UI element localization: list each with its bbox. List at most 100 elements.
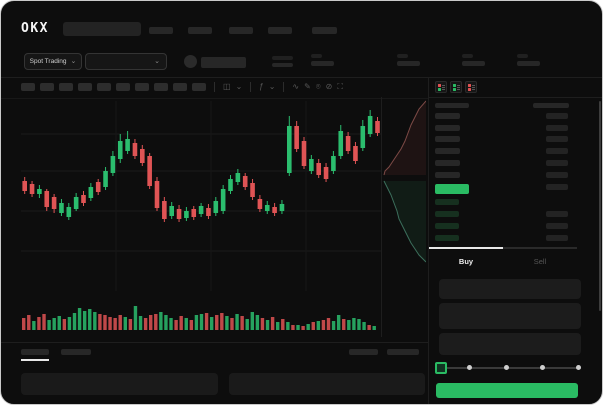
- pair-select-dropdown[interactable]: ⌄: [85, 53, 167, 70]
- timeframe-button[interactable]: [135, 83, 149, 91]
- bottom-tab[interactable]: [61, 349, 91, 355]
- orderbook-col-header-price: [435, 103, 469, 108]
- tab-sell[interactable]: Sell: [533, 257, 547, 266]
- okx-logo: OKX: [21, 21, 49, 36]
- timeframe-button[interactable]: [21, 83, 35, 91]
- amount-row[interactable]: [546, 172, 568, 178]
- fullscreen-icon[interactable]: ⛶: [337, 82, 343, 91]
- tab-buy[interactable]: Buy: [458, 257, 474, 266]
- bid-price-row[interactable]: [435, 211, 459, 217]
- trade-input-field[interactable]: [439, 279, 581, 299]
- chevron-down-icon[interactable]: ⌄: [268, 82, 276, 91]
- search-input[interactable]: [63, 22, 141, 36]
- book-view-bids-icon[interactable]: [450, 81, 462, 93]
- bottom-content-panel: [229, 373, 425, 395]
- candlestick-chart[interactable]: [21, 101, 381, 291]
- nav-item-placeholder[interactable]: [268, 27, 292, 34]
- trade-input-field[interactable]: [439, 333, 581, 355]
- stat-label-placeholder: [272, 56, 293, 60]
- slider-stop[interactable]: [504, 365, 509, 370]
- chart-toolbar: ◫ ⌄ ƒ ⌄ ∿ ✎ ⌾ ⊘ ⛶: [21, 81, 343, 93]
- ask-price-row[interactable]: [435, 172, 460, 178]
- timeframe-button[interactable]: [116, 83, 130, 91]
- draw-pencil-icon[interactable]: ✎: [304, 82, 311, 91]
- nav-item-placeholder[interactable]: [312, 27, 337, 34]
- side-panel: Buy Sell: [429, 77, 602, 404]
- book-view-both-icon[interactable]: [435, 81, 447, 93]
- chevron-down-icon: ⌄: [154, 58, 160, 65]
- coin-avatar: [184, 55, 197, 68]
- timeframe-button[interactable]: [97, 83, 111, 91]
- ask-price-row[interactable]: [435, 148, 460, 154]
- orderbook-col-header-amount: [533, 103, 569, 108]
- bid-price-row[interactable]: [435, 223, 459, 229]
- stat-value-placeholder: [272, 63, 293, 67]
- buy-submit-button[interactable]: [436, 383, 578, 398]
- orderbook-divider: [429, 97, 602, 98]
- bid-amount-row[interactable]: [546, 235, 568, 241]
- amount-row[interactable]: [546, 148, 568, 154]
- last-price-badge[interactable]: [435, 184, 469, 194]
- timeframe-button[interactable]: [40, 83, 54, 91]
- amount-row[interactable]: [546, 160, 568, 166]
- bid-amount-row[interactable]: [546, 223, 568, 229]
- timeframe-button[interactable]: [78, 83, 92, 91]
- stat-label-placeholder: [462, 54, 473, 58]
- header-divider: [1, 77, 602, 78]
- ask-price-row[interactable]: [435, 160, 460, 166]
- amount-row[interactable]: [546, 125, 568, 131]
- amount-row[interactable]: [546, 113, 568, 119]
- pair-price-placeholder: [201, 57, 246, 68]
- ask-price-row[interactable]: [435, 136, 460, 142]
- nav-item-placeholder[interactable]: [188, 27, 212, 34]
- ask-price-row[interactable]: [435, 125, 460, 131]
- toolbar-divider: [1, 98, 429, 99]
- toolbar-separator: [214, 82, 215, 92]
- stat-label-placeholder: [517, 54, 528, 58]
- bottom-action-placeholder[interactable]: [349, 349, 378, 355]
- amount-row[interactable]: [546, 184, 568, 190]
- ask-price-row[interactable]: [435, 113, 460, 119]
- toolbar-separator: [250, 82, 252, 92]
- timeframe-button[interactable]: [192, 83, 206, 91]
- chevron-down-icon: ⌄: [70, 58, 77, 65]
- slider-stop[interactable]: [467, 365, 472, 370]
- market-type-label: Spot Trading: [29, 58, 67, 65]
- bid-price-row[interactable]: [435, 199, 459, 205]
- nav-item-placeholder[interactable]: [149, 27, 173, 34]
- scrollbar[interactable]: [599, 101, 601, 311]
- nav-item-placeholder[interactable]: [229, 27, 253, 34]
- slider-handle[interactable]: [435, 362, 447, 374]
- book-view-asks-icon[interactable]: [465, 81, 477, 93]
- bottom-action-placeholder[interactable]: [387, 349, 419, 355]
- slider-stop[interactable]: [576, 365, 581, 370]
- bid-amount-row[interactable]: [546, 211, 568, 217]
- depth-divider: [381, 97, 382, 337]
- volume-bars: [22, 306, 376, 330]
- timeframe-button[interactable]: [154, 83, 168, 91]
- stat-label-placeholder: [397, 54, 408, 58]
- timeframe-button[interactable]: [59, 83, 73, 91]
- orderbook-view-toggles: [435, 81, 477, 93]
- market-type-dropdown[interactable]: Spot Trading ⌄: [24, 53, 82, 70]
- depth-chart: [383, 100, 426, 263]
- camera-icon[interactable]: ⌾: [315, 82, 321, 91]
- indicators-icon[interactable]: ƒ: [259, 82, 264, 91]
- stat-value-placeholder: [397, 61, 420, 66]
- restore-icon[interactable]: ⊘: [325, 82, 333, 91]
- timeframe-button[interactable]: [173, 83, 187, 91]
- amount-slider-track[interactable]: [439, 367, 581, 369]
- trade-input-field[interactable]: [439, 303, 581, 329]
- amount-row[interactable]: [546, 136, 568, 142]
- bottom-content-panel: [21, 373, 218, 395]
- slider-stop[interactable]: [540, 365, 545, 370]
- wave-icon[interactable]: ∿: [292, 82, 300, 91]
- candle-style-icon[interactable]: ◫: [223, 82, 231, 91]
- tab-active-indicator: [429, 247, 503, 249]
- chevron-down-icon[interactable]: ⌄: [235, 82, 243, 91]
- bid-price-row[interactable]: [435, 235, 459, 241]
- stat-label-placeholder: [311, 54, 322, 58]
- bottom-tab[interactable]: [21, 349, 49, 355]
